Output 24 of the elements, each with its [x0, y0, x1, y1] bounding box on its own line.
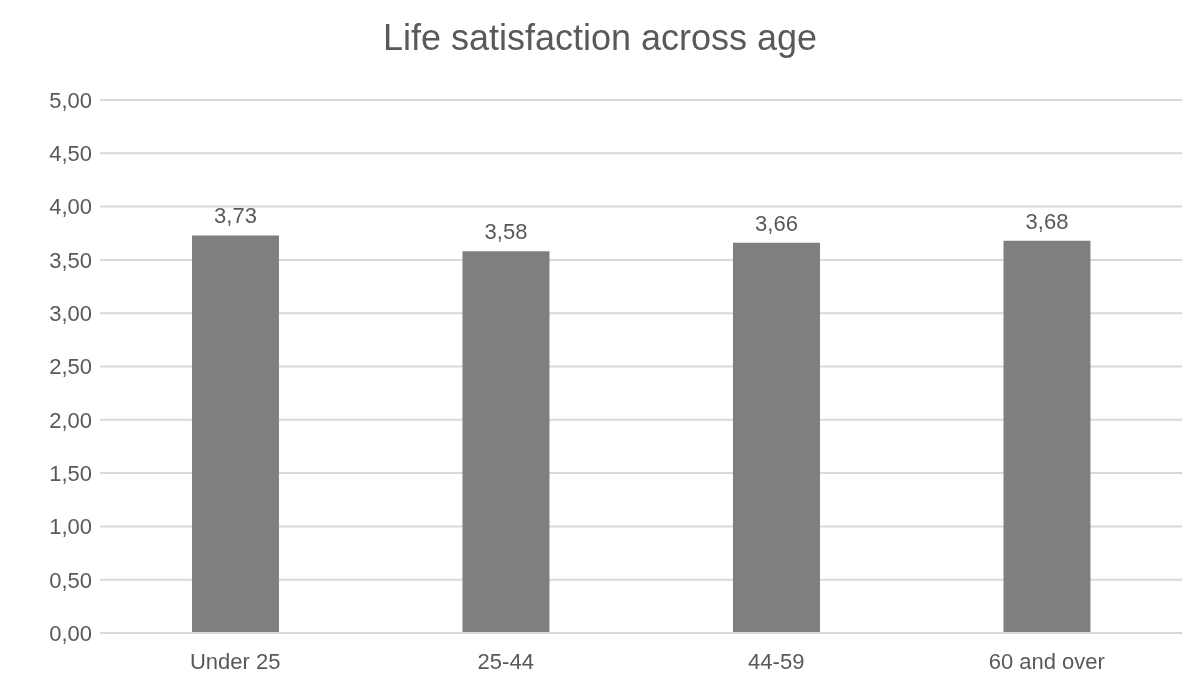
y-tick-label: 4,50 — [49, 141, 92, 167]
data-label: 3,66 — [755, 210, 798, 236]
y-tick-label: 2,00 — [49, 407, 92, 433]
y-tick-label: 4,00 — [49, 194, 92, 220]
bar — [462, 251, 550, 633]
x-tick-label: 60 and over — [988, 648, 1105, 674]
y-tick-label: 3,00 — [49, 301, 92, 327]
y-tick-label: 1,00 — [49, 514, 92, 540]
y-tick-label: 0,00 — [49, 620, 92, 646]
bar — [191, 235, 279, 633]
data-label: 3,58 — [484, 219, 528, 245]
y-tick-label: 2,50 — [49, 354, 92, 380]
bar — [1003, 240, 1091, 633]
data-label: 3,68 — [1025, 208, 1069, 234]
y-tick-label: 5,00 — [49, 87, 92, 113]
x-tick-label: 25-44 — [477, 648, 534, 674]
x-tick-label: 44-59 — [748, 648, 805, 674]
data-label: 3,73 — [214, 203, 257, 229]
y-tick-label: 1,50 — [49, 460, 92, 486]
chart-title: Life satisfaction across age — [381, 16, 819, 60]
y-tick-label: 0,50 — [49, 567, 92, 593]
x-tick-label: Under 25 — [189, 648, 281, 674]
y-tick-label: 3,50 — [49, 247, 92, 273]
bar — [732, 242, 820, 633]
